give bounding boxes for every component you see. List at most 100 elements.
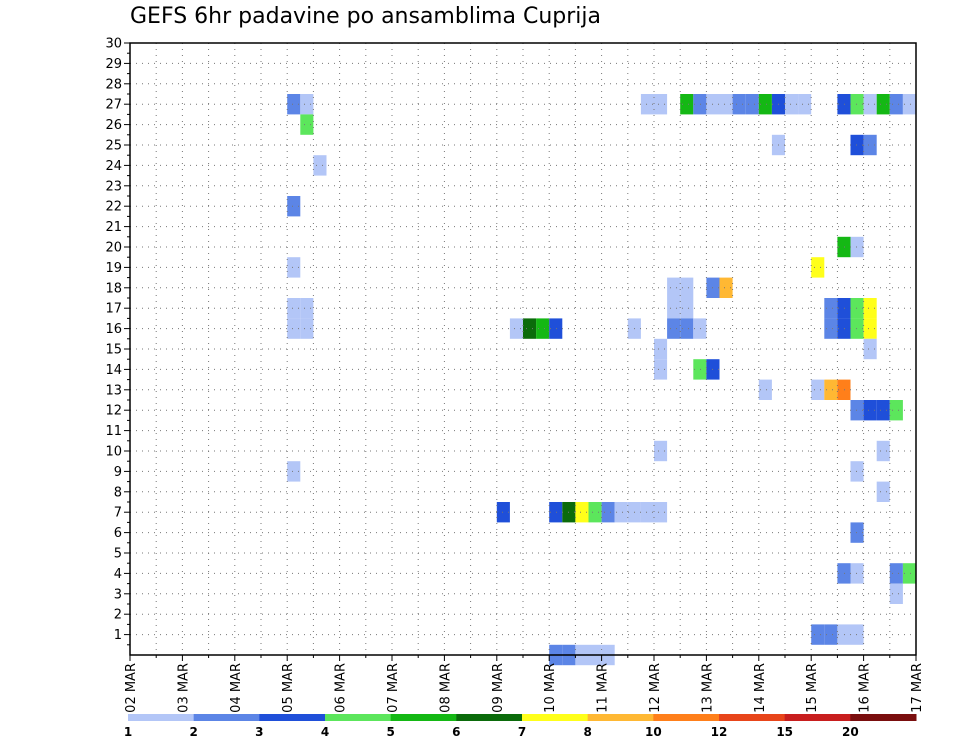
colorbar-label: 1 — [124, 725, 132, 739]
heatmap-cell — [758, 379, 772, 400]
y-tick-label: 13 — [105, 383, 122, 398]
x-tick-label: 12 MAR — [648, 663, 663, 713]
colorbar-swatch — [522, 714, 589, 721]
heatmap-cell — [863, 338, 877, 360]
heatmap-cell — [863, 94, 877, 115]
colorbar-swatch — [719, 714, 786, 721]
y-tick-label: 14 — [105, 363, 122, 378]
colorbar-swatch — [259, 714, 326, 721]
y-tick-label: 3 — [114, 587, 122, 602]
heatmap-cell — [640, 94, 654, 115]
heatmap-cell — [837, 236, 851, 258]
heatmap-cell — [680, 277, 694, 298]
heatmap-cell — [745, 94, 759, 115]
heatmap-cell — [837, 298, 851, 319]
y-tick-label: 23 — [105, 179, 122, 194]
heatmap-cell — [850, 94, 864, 115]
heatmap-cell — [863, 400, 877, 421]
x-tick-label: 08 MAR — [438, 663, 453, 713]
heatmap-cell — [902, 563, 916, 584]
heatmap-cell — [287, 94, 301, 115]
heatmap-cell — [654, 359, 668, 380]
heatmap-cell — [876, 94, 890, 115]
heatmap-cell — [300, 114, 314, 135]
heatmap-cell — [850, 298, 864, 319]
y-tick-label: 15 — [105, 343, 122, 358]
heatmap-cell — [680, 318, 694, 339]
grid-layer — [129, 42, 917, 655]
heatmap-cell — [876, 481, 890, 502]
colorbar-swatch — [390, 714, 457, 721]
y-tick-label: 16 — [105, 322, 122, 337]
heatmap-cell — [798, 94, 812, 115]
colorbar-label: 7 — [518, 725, 526, 739]
heatmap-cell — [863, 318, 877, 339]
y-tick-label: 2 — [114, 608, 122, 623]
heatmap-cell — [693, 359, 707, 380]
y-tick-label: 26 — [105, 118, 122, 133]
heatmap-cell — [313, 155, 327, 176]
colorbar-swatch — [193, 714, 260, 721]
heatmap-cell — [850, 522, 864, 543]
x-tick-label: 14 MAR — [753, 663, 768, 713]
x-tick-label: 03 MAR — [176, 663, 191, 713]
y-tick-label: 22 — [105, 200, 122, 215]
y-tick-label: 21 — [105, 220, 122, 235]
heatmap-cell — [785, 94, 799, 115]
heatmap-cell — [824, 298, 838, 319]
heatmap-cell — [509, 318, 523, 339]
y-tick-label: 1 — [114, 628, 122, 643]
x-tick-label: 17 MAR — [910, 663, 925, 713]
colorbar-label: 15 — [776, 725, 793, 739]
colorbar-label: 6 — [452, 725, 460, 739]
y-tick-label: 12 — [105, 404, 122, 419]
y-tick-label: 4 — [114, 567, 122, 582]
heatmap-cell — [758, 94, 772, 115]
colorbar-swatch — [128, 714, 195, 721]
heatmap-cell — [837, 94, 851, 115]
heatmap-cell — [300, 318, 314, 339]
heatmap-cell — [287, 461, 301, 482]
heatmap-cell — [588, 502, 602, 523]
y-tick-label: 24 — [105, 159, 122, 174]
heatmap-cell — [680, 94, 694, 115]
heatmap-cell — [837, 624, 851, 645]
y-tick-label: 27 — [105, 98, 122, 113]
colorbar-swatch — [850, 714, 917, 721]
colorbar-label: 12 — [711, 725, 728, 739]
y-tick-label: 29 — [105, 57, 122, 72]
y-tick-label: 6 — [114, 526, 122, 541]
heatmap-cell — [300, 298, 314, 319]
heatmap-cell — [850, 461, 864, 482]
heatmap-cell — [850, 236, 864, 258]
heatmap-cell — [811, 379, 825, 400]
colorbar-label: 8 — [583, 725, 591, 739]
heatmap-cell — [300, 94, 314, 115]
heatmap-cell — [640, 502, 654, 523]
heatmap-cell — [601, 502, 615, 523]
y-tick-label: 30 — [105, 37, 122, 52]
heatmap-cell — [693, 94, 707, 115]
colorbar-label: 20 — [842, 725, 859, 739]
y-tick-label: 19 — [105, 261, 122, 276]
y-tick-label: 10 — [105, 445, 122, 460]
x-tick-label: 16 MAR — [858, 663, 873, 713]
colorbar-swatch — [784, 714, 851, 721]
heatmap-cell — [680, 298, 694, 319]
heatmap-cell — [837, 318, 851, 339]
heatmap-cell — [811, 257, 825, 278]
heatmap-cell — [287, 298, 301, 319]
heatmap-cell — [549, 318, 563, 339]
colorbar-label: 3 — [255, 725, 263, 739]
heatmap-cell — [693, 318, 707, 339]
heatmap-cell — [889, 94, 903, 115]
colorbar-swatch — [587, 714, 654, 721]
heatmap-cell — [536, 318, 550, 339]
colorbar-label: 5 — [386, 725, 394, 739]
heatmap-cell — [837, 563, 851, 584]
colorbar-swatch — [325, 714, 392, 721]
heatmap-cell — [667, 277, 681, 298]
heatmap-cell — [667, 298, 681, 319]
x-tick-label: 11 MAR — [596, 663, 611, 713]
heatmap-cell — [287, 257, 301, 278]
